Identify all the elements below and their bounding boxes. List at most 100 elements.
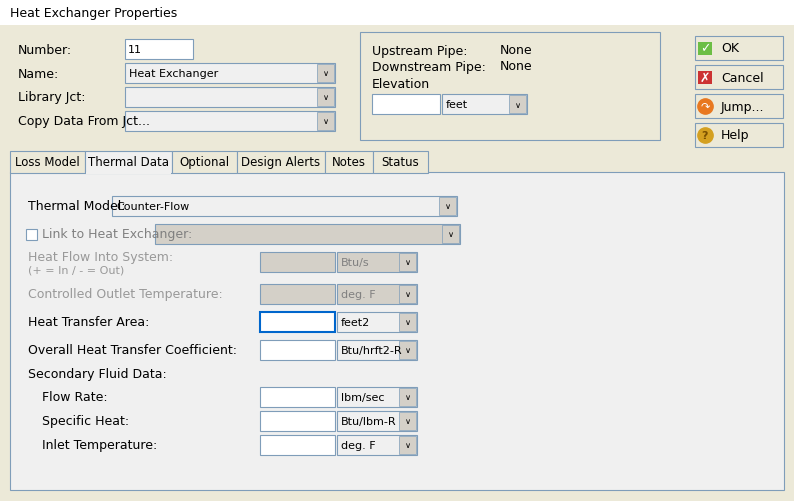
Text: ∨: ∨ xyxy=(405,417,411,426)
Bar xyxy=(125,112,335,132)
Bar xyxy=(86,173,171,175)
Text: Downstream Pipe:: Downstream Pipe: xyxy=(372,61,486,73)
Text: ✓: ✓ xyxy=(700,43,711,56)
Bar xyxy=(399,254,416,272)
Bar xyxy=(260,340,335,360)
Text: feet2: feet2 xyxy=(341,317,370,327)
Text: ∨: ∨ xyxy=(405,318,411,327)
Bar xyxy=(317,113,334,131)
Bar xyxy=(399,412,416,430)
Text: (+ = In / - = Out): (+ = In / - = Out) xyxy=(28,266,124,276)
Text: Notes: Notes xyxy=(332,156,366,169)
Text: ✗: ✗ xyxy=(700,71,711,84)
Text: ↷: ↷ xyxy=(700,102,710,112)
Text: ∨: ∨ xyxy=(405,346,411,355)
Text: Flow Rate:: Flow Rate: xyxy=(42,391,108,404)
Text: Overall Heat Transfer Coefficient:: Overall Heat Transfer Coefficient: xyxy=(28,344,237,357)
Bar xyxy=(85,152,172,174)
Text: lbm/sec: lbm/sec xyxy=(341,392,384,402)
Text: None: None xyxy=(500,61,533,73)
Text: ?: ? xyxy=(702,131,708,141)
Text: Controlled Outlet Temperature:: Controlled Outlet Temperature: xyxy=(28,288,223,301)
Text: Inlet Temperature:: Inlet Temperature: xyxy=(42,438,157,451)
Bar xyxy=(399,341,416,359)
Bar xyxy=(360,33,660,141)
Bar xyxy=(399,313,416,331)
Text: Heat Exchanger: Heat Exchanger xyxy=(129,69,218,79)
Text: ∨: ∨ xyxy=(405,258,411,267)
Text: feet: feet xyxy=(446,100,468,110)
Bar xyxy=(399,388,416,406)
Bar xyxy=(10,173,784,490)
Text: Counter-Flow: Counter-Flow xyxy=(116,201,189,211)
Bar xyxy=(125,40,193,60)
Text: OK: OK xyxy=(721,43,739,56)
Bar xyxy=(26,229,37,240)
Bar xyxy=(509,96,526,114)
Text: Copy Data From Jct...: Copy Data From Jct... xyxy=(18,115,150,128)
Bar xyxy=(317,65,334,83)
Text: Thermal Data: Thermal Data xyxy=(88,156,169,169)
Text: Number:: Number: xyxy=(18,44,72,57)
Text: ∨: ∨ xyxy=(515,100,521,109)
Bar xyxy=(112,196,457,216)
Bar xyxy=(260,285,335,305)
Text: ∨: ∨ xyxy=(405,440,411,449)
Text: Name:: Name: xyxy=(18,67,60,80)
Bar xyxy=(325,152,373,174)
Text: ∨: ∨ xyxy=(323,117,329,126)
Text: Upstream Pipe:: Upstream Pipe: xyxy=(372,45,468,58)
Text: Status: Status xyxy=(382,156,419,169)
Text: ∨: ∨ xyxy=(323,93,329,102)
Text: ∨: ∨ xyxy=(405,290,411,299)
Text: Loss Model: Loss Model xyxy=(15,156,80,169)
Bar xyxy=(337,387,417,407)
Bar xyxy=(698,72,712,85)
Text: Heat Flow Into System:: Heat Flow Into System: xyxy=(28,251,173,264)
Text: Optional: Optional xyxy=(179,156,229,169)
Text: Btu/hrft2-R: Btu/hrft2-R xyxy=(341,345,403,355)
Bar xyxy=(237,152,325,174)
Text: ∨: ∨ xyxy=(405,393,411,402)
Bar xyxy=(337,340,417,360)
Bar xyxy=(10,152,85,174)
Bar xyxy=(695,37,783,61)
Text: Jump...: Jump... xyxy=(721,100,765,113)
Bar xyxy=(260,411,335,431)
Bar xyxy=(439,197,456,215)
Bar xyxy=(372,95,440,115)
Bar xyxy=(695,124,783,148)
Text: Specific Heat:: Specific Heat: xyxy=(42,415,129,428)
Text: Help: Help xyxy=(721,129,750,142)
Bar xyxy=(373,152,428,174)
Text: 11: 11 xyxy=(128,45,142,55)
Bar xyxy=(442,225,459,243)
Bar xyxy=(155,224,460,244)
Text: Thermal Model:: Thermal Model: xyxy=(28,200,125,213)
Bar xyxy=(125,88,335,108)
Bar xyxy=(125,64,335,84)
Bar xyxy=(337,411,417,431)
Text: Heat Exchanger Properties: Heat Exchanger Properties xyxy=(10,7,177,20)
Bar xyxy=(337,435,417,455)
Text: Link to Heat Exchanger:: Link to Heat Exchanger: xyxy=(42,228,192,241)
Text: Heat Transfer Area:: Heat Transfer Area: xyxy=(28,316,149,329)
Bar xyxy=(260,435,335,455)
Bar xyxy=(442,95,527,115)
Bar xyxy=(698,43,712,56)
Text: Secondary Fluid Data:: Secondary Fluid Data: xyxy=(28,368,167,381)
Text: deg. F: deg. F xyxy=(341,440,376,450)
Text: ∨: ∨ xyxy=(448,230,454,239)
Bar xyxy=(172,152,237,174)
Text: Elevation: Elevation xyxy=(372,78,430,91)
Bar xyxy=(260,313,335,332)
Bar xyxy=(317,89,334,107)
Bar xyxy=(399,286,416,304)
Text: deg. F: deg. F xyxy=(341,290,376,300)
Text: Cancel: Cancel xyxy=(721,71,764,84)
Text: Design Alerts: Design Alerts xyxy=(241,156,321,169)
Bar xyxy=(0,0,794,26)
Bar xyxy=(337,313,417,332)
Bar xyxy=(695,95,783,119)
Text: ∨: ∨ xyxy=(323,69,329,78)
